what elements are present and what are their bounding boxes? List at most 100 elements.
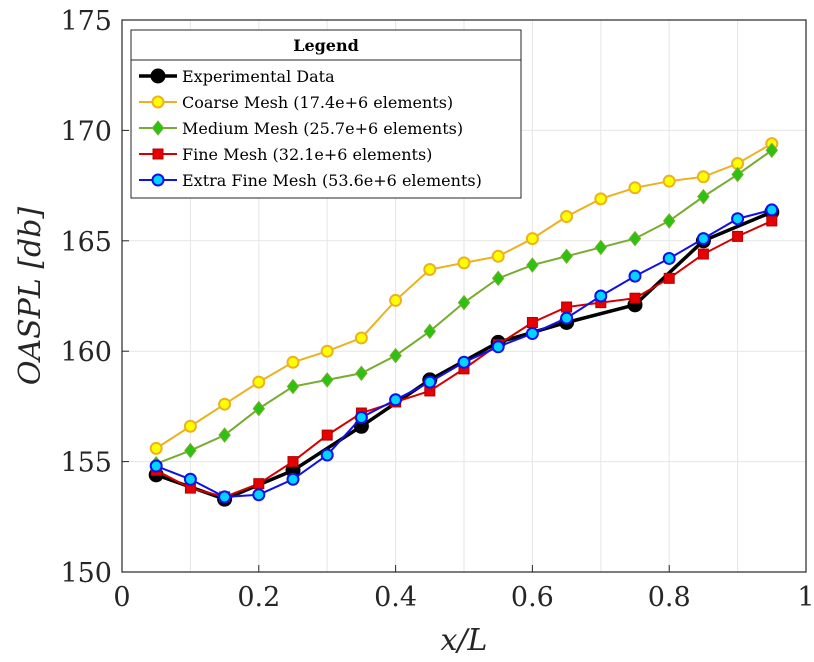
data-point bbox=[560, 248, 573, 265]
y-tick-label: 175 bbox=[60, 6, 112, 37]
data-point bbox=[149, 441, 163, 455]
x-tick-label: 0.2 bbox=[237, 582, 280, 613]
data-point bbox=[457, 355, 471, 369]
legend-marker bbox=[151, 95, 165, 109]
data-point bbox=[594, 239, 608, 256]
series-layer bbox=[148, 137, 780, 507]
legend-marker bbox=[152, 148, 164, 160]
y-tick-label: 170 bbox=[60, 116, 112, 147]
data-point bbox=[286, 472, 300, 486]
y-axis-label: OASPL [db] bbox=[13, 207, 48, 386]
y-tick-label: 150 bbox=[60, 558, 112, 589]
data-point bbox=[218, 427, 231, 443]
x-tick-label: 0.6 bbox=[511, 582, 554, 613]
y-tick-label: 160 bbox=[60, 337, 112, 368]
data-point bbox=[731, 166, 744, 183]
data-point bbox=[423, 375, 437, 389]
plot-frame bbox=[121, 19, 807, 573]
data-point bbox=[320, 448, 334, 462]
data-point bbox=[252, 400, 266, 417]
data-point bbox=[389, 393, 403, 407]
data-point bbox=[697, 248, 709, 260]
data-point bbox=[491, 270, 505, 287]
data-point bbox=[149, 459, 163, 473]
data-point bbox=[355, 365, 368, 382]
data-point bbox=[354, 410, 368, 424]
data-point bbox=[765, 203, 779, 217]
data-point bbox=[354, 331, 368, 345]
legend-label: Fine Mesh (32.1e+6 elements) bbox=[182, 145, 432, 164]
data-point bbox=[320, 344, 334, 358]
data-point bbox=[491, 340, 505, 354]
y-tick-label: 165 bbox=[60, 227, 112, 258]
data-point bbox=[321, 429, 333, 441]
data-point bbox=[286, 355, 300, 369]
data-point bbox=[457, 294, 471, 311]
data-point bbox=[286, 378, 300, 395]
data-point bbox=[287, 456, 299, 468]
legend-entries: Experimental Data Coarse Mesh (17.4e+6 el… bbox=[139, 67, 482, 190]
legend-title: Legend bbox=[293, 36, 359, 55]
data-point bbox=[765, 142, 779, 159]
data-point bbox=[423, 263, 437, 277]
x-tick-label: 0.4 bbox=[374, 582, 417, 613]
data-point bbox=[662, 213, 676, 229]
data-point bbox=[525, 327, 539, 341]
data-point bbox=[731, 212, 745, 226]
data-point bbox=[184, 442, 197, 459]
legend-entry: Extra Fine Mesh (53.6e+6 elements) bbox=[139, 171, 482, 190]
legend-entry: Experimental Data bbox=[139, 67, 335, 86]
data-point bbox=[629, 292, 641, 304]
data-point bbox=[697, 188, 710, 205]
x-tick-label: 0.8 bbox=[648, 582, 691, 613]
data-point bbox=[526, 316, 538, 328]
data-point bbox=[183, 472, 197, 486]
x-axis-label: x/L bbox=[441, 623, 488, 658]
x-tick-label: 0 bbox=[113, 582, 130, 613]
legend-marker bbox=[150, 68, 166, 84]
data-point bbox=[594, 289, 608, 303]
legend-label: Medium Mesh (25.7e+6 elements) bbox=[182, 119, 463, 138]
legend-entry: Coarse Mesh (17.4e+6 elements) bbox=[139, 93, 453, 112]
data-point bbox=[423, 323, 437, 340]
legend-entry: Medium Mesh (25.7e+6 elements) bbox=[139, 119, 463, 138]
legend-box bbox=[130, 29, 522, 199]
legend: Legend Experimental Data Coarse Mesh (17.… bbox=[130, 29, 522, 199]
data-point bbox=[663, 272, 675, 284]
series-3 bbox=[149, 142, 779, 472]
data-point bbox=[561, 301, 573, 313]
data-point bbox=[218, 397, 232, 411]
legend-marker bbox=[151, 173, 165, 187]
data-point bbox=[389, 347, 402, 364]
legend-label: Experimental Data bbox=[182, 67, 335, 86]
legend-entry: Fine Mesh (32.1e+6 elements) bbox=[139, 145, 432, 164]
data-point bbox=[389, 293, 403, 307]
data-point bbox=[560, 311, 574, 325]
data-point bbox=[662, 251, 676, 265]
legend-label: Coarse Mesh (17.4e+6 elements) bbox=[182, 93, 453, 112]
legend-marker bbox=[151, 120, 165, 136]
data-point bbox=[252, 375, 266, 389]
legend-label: Extra Fine Mesh (53.6e+6 elements) bbox=[182, 171, 482, 190]
data-point bbox=[525, 232, 539, 246]
data-point bbox=[662, 174, 676, 188]
data-point bbox=[253, 478, 265, 490]
data-point bbox=[560, 210, 574, 224]
data-point bbox=[252, 488, 266, 502]
data-point bbox=[628, 269, 642, 283]
data-point bbox=[628, 181, 642, 195]
data-point bbox=[628, 230, 642, 247]
data-point bbox=[696, 170, 710, 184]
data-point bbox=[594, 192, 608, 206]
data-point bbox=[320, 372, 334, 388]
data-point bbox=[696, 232, 710, 246]
data-point bbox=[457, 256, 471, 270]
data-point bbox=[732, 230, 744, 242]
tick-labels: 0 0.2 0.4 0.6 0.8 1 150 155 160 165 170 175 bbox=[60, 6, 814, 613]
data-point bbox=[766, 215, 778, 227]
data-point bbox=[218, 490, 232, 504]
data-point bbox=[491, 249, 505, 263]
x-tick-label: 1 bbox=[797, 582, 814, 613]
data-point bbox=[526, 257, 539, 273]
